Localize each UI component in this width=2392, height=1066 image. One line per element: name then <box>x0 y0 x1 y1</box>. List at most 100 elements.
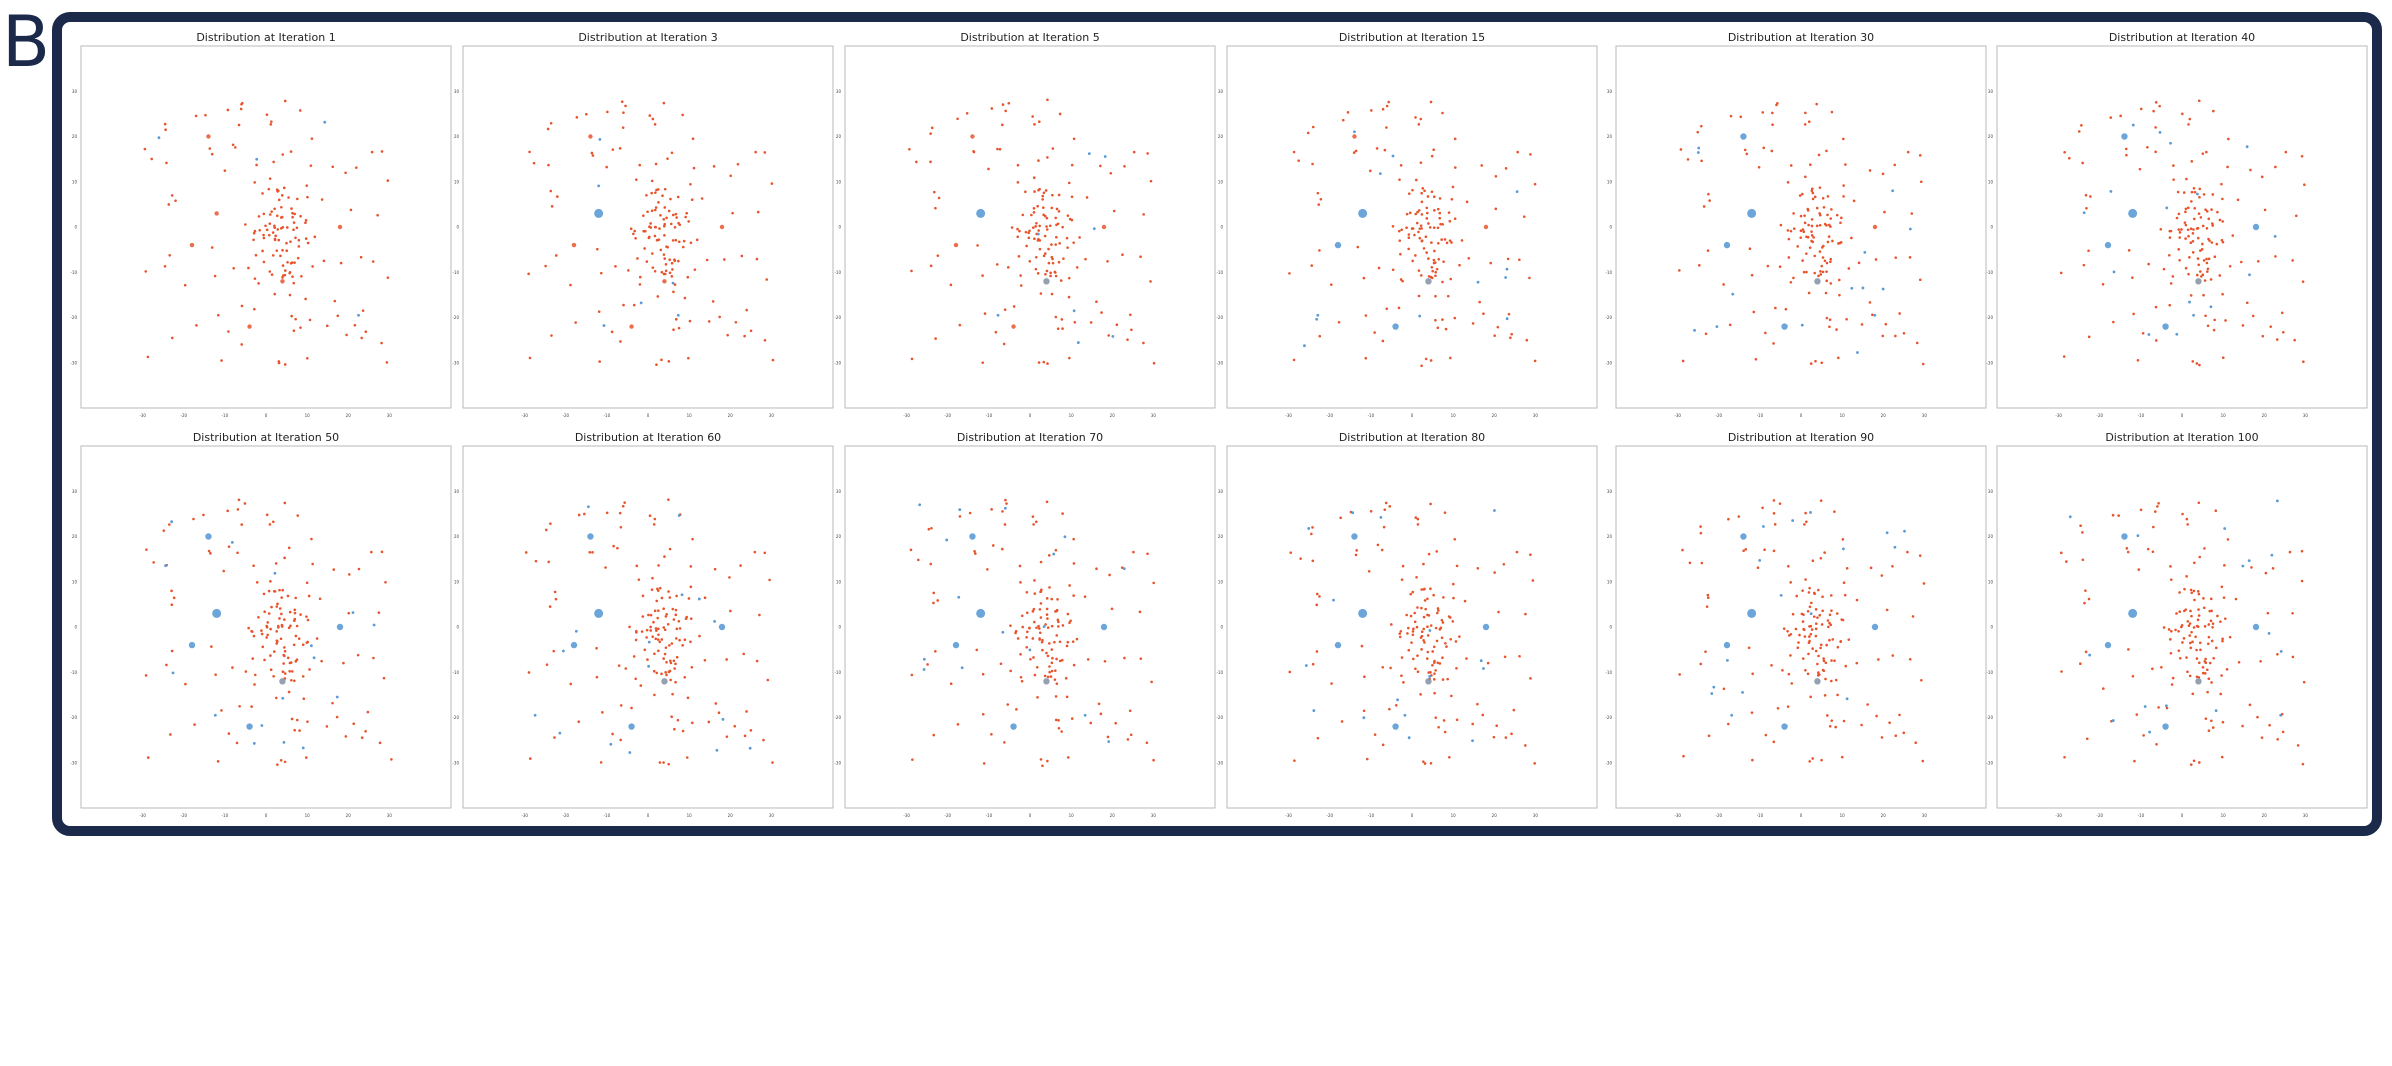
data-point <box>283 99 287 103</box>
data-point <box>621 126 625 129</box>
data-point <box>344 171 347 175</box>
data-point <box>1037 229 1040 232</box>
x-tick-label: 30 <box>2303 813 2309 818</box>
data-point <box>691 137 695 141</box>
data-point <box>1510 732 1513 736</box>
data-point <box>771 358 775 362</box>
data-point <box>1055 235 1058 239</box>
data-point <box>2197 761 2201 764</box>
data-point <box>332 568 336 571</box>
data-point <box>364 730 367 733</box>
data-point <box>1055 682 1059 685</box>
data-point <box>1789 632 1793 636</box>
data-point <box>1411 633 1415 637</box>
data-point <box>281 696 285 700</box>
x-tick-label: -30 <box>2055 413 2062 418</box>
data-point <box>1315 317 1319 321</box>
data-point <box>170 520 174 524</box>
data-point <box>1139 657 1143 660</box>
data-point <box>1073 320 1077 324</box>
data-point <box>1043 252 1047 255</box>
data-point <box>1025 611 1029 615</box>
data-point <box>1001 630 1005 634</box>
data-point <box>1747 646 1751 650</box>
data-point <box>1100 311 1103 314</box>
data-point <box>1029 657 1032 661</box>
data-point <box>1810 230 1813 233</box>
data-point <box>385 361 389 364</box>
data-point <box>2185 656 2188 659</box>
data-point <box>2189 763 2193 766</box>
data-point <box>1826 619 1830 622</box>
data-point <box>1083 713 1087 717</box>
x-tick-label: -20 <box>1716 413 1723 418</box>
data-point <box>276 602 279 606</box>
data-point <box>1362 709 1366 713</box>
data-point <box>1411 188 1414 192</box>
cluster-point <box>2252 623 2260 631</box>
data-point <box>2245 301 2249 305</box>
data-point <box>648 235 651 239</box>
data-point <box>1436 607 1440 610</box>
cluster-point <box>2195 278 2202 285</box>
data-point <box>657 649 660 653</box>
data-point <box>290 670 294 673</box>
data-point <box>2202 606 2206 610</box>
data-point <box>1828 638 1831 642</box>
data-point <box>280 596 283 599</box>
data-point <box>1054 718 1058 722</box>
data-point <box>2296 744 2300 747</box>
data-point <box>1708 199 1711 202</box>
data-point <box>1061 225 1064 229</box>
data-point <box>2079 662 2082 666</box>
data-point <box>2191 239 2195 243</box>
data-point <box>691 537 694 541</box>
data-point <box>1528 276 1531 280</box>
data-point <box>2060 670 2063 673</box>
data-point <box>1420 648 1423 651</box>
data-point <box>2260 175 2264 179</box>
data-point <box>1429 587 1432 591</box>
data-point <box>1056 327 1060 331</box>
data-point <box>1885 531 1889 535</box>
data-point <box>1823 694 1827 697</box>
data-point <box>930 526 933 530</box>
data-point <box>1505 267 1509 271</box>
data-point <box>1378 172 1382 176</box>
data-point <box>1108 573 1111 577</box>
data-point <box>754 150 757 154</box>
y-tick-label: 0 <box>74 625 77 630</box>
data-point <box>2226 165 2229 169</box>
data-point <box>2199 216 2203 219</box>
cluster-point <box>206 134 211 139</box>
data-point <box>1058 112 1062 116</box>
data-point <box>1420 213 1424 216</box>
data-point <box>1391 224 1395 228</box>
data-point <box>265 513 269 517</box>
data-point <box>170 603 174 607</box>
data-point <box>1441 111 1444 115</box>
data-point <box>1458 635 1461 638</box>
data-point <box>1089 721 1093 725</box>
data-point <box>1149 280 1152 283</box>
data-point <box>1801 228 1805 231</box>
data-point <box>1425 657 1429 660</box>
x-tick-label: -10 <box>2138 813 2145 818</box>
data-point <box>2158 104 2161 108</box>
scatter-panel-3: Distribution at Iteration 5-30 -20 -10 0 10 2… <box>834 31 1216 418</box>
data-point <box>1139 255 1142 259</box>
data-point <box>2187 624 2191 628</box>
data-point <box>651 635 655 638</box>
data-point <box>276 228 280 231</box>
data-point <box>1479 659 1483 663</box>
data-point <box>1819 499 1823 502</box>
data-point <box>250 629 253 633</box>
data-point <box>2191 692 2195 696</box>
data-point <box>1019 581 1022 584</box>
data-point <box>265 624 269 628</box>
data-point <box>766 678 770 682</box>
data-point <box>2199 648 2202 652</box>
data-point <box>681 113 684 117</box>
data-point <box>1413 611 1416 615</box>
data-point <box>2184 210 2187 214</box>
